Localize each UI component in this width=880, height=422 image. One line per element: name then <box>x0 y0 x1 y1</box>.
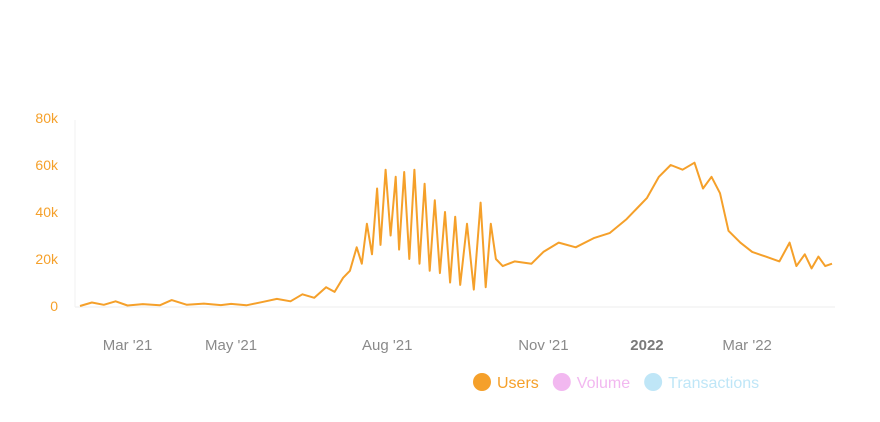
legend[interactable]: Users Volume Transactions <box>473 373 759 392</box>
legend-label: Transactions <box>668 375 759 392</box>
legend-item-users[interactable]: Users <box>473 373 539 392</box>
x-tick-label: May '21 <box>205 337 257 354</box>
series-line-users <box>79 161 833 307</box>
y-tick-label: 40k <box>35 204 59 220</box>
legend-marker <box>552 373 571 391</box>
legend-label: Volume <box>577 375 630 392</box>
legend-label: Users <box>497 375 539 392</box>
y-tick-label: 0 <box>50 298 58 314</box>
x-axis-ticks: Mar '21 May '21 Aug '21 Nov '21 2022 Mar '22 <box>103 337 772 354</box>
legend-marker <box>644 373 663 391</box>
y-tick-label: 80k <box>35 110 59 126</box>
legend-item-transactions[interactable]: Transactions <box>644 373 759 392</box>
x-tick-label: Mar '21 <box>103 337 153 354</box>
x-tick-label: 2022 <box>630 337 663 354</box>
y-tick-label: 60k <box>35 157 59 173</box>
x-tick-label: Mar '22 <box>722 337 772 354</box>
y-axis-ticks: 0 20k 40k 60k 80k <box>35 110 59 314</box>
x-tick-label: Nov '21 <box>518 337 568 354</box>
series-lines <box>79 161 833 307</box>
legend-item-volume[interactable]: Volume <box>552 373 630 392</box>
y-tick-label: 20k <box>35 251 59 267</box>
x-tick-label: Aug '21 <box>362 337 412 354</box>
legend-marker <box>473 373 491 391</box>
